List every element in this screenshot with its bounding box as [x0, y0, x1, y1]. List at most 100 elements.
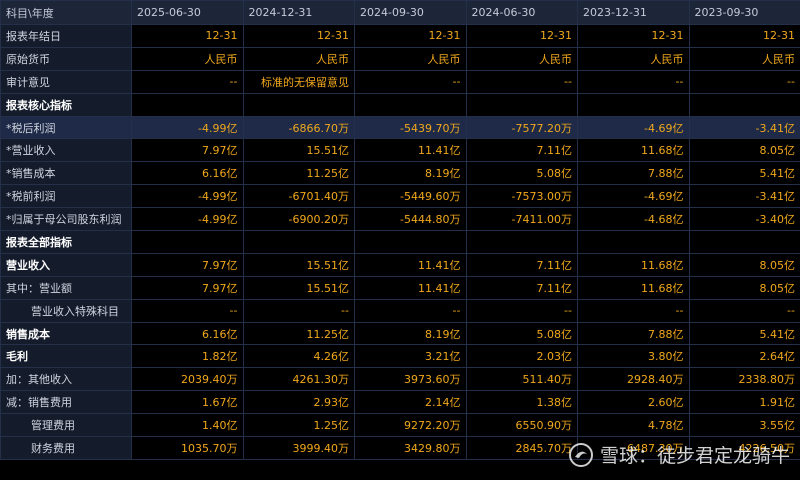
- row-label: 财务费用: [0, 436, 132, 460]
- cell-value: 7.11亿: [465, 138, 578, 163]
- cell-value: -5449.60万: [354, 184, 467, 209]
- table-row[interactable]: 财务费用 1035.70万 3999.40万 3429.80万 2845.70万 6487…: [0, 436, 800, 460]
- cell-value: [354, 230, 467, 254]
- cell-value: 8.05亿: [688, 252, 800, 277]
- cell-value: 5.08亿: [465, 161, 578, 186]
- table-row[interactable]: 毛利 1.82亿 4.26亿 3.21亿 2.03亿 3.80亿 2.64亿: [0, 344, 800, 369]
- cell-value: --: [465, 69, 578, 94]
- cell-value: [131, 92, 244, 117]
- cell-value: --: [354, 69, 467, 94]
- row-label: 报表年结日: [0, 24, 132, 48]
- cell-value: 1.67亿: [131, 390, 244, 415]
- cell-value: 12-31: [688, 24, 800, 48]
- cell-value: 3973.60万: [354, 367, 467, 392]
- table-row[interactable]: 报表全部指标: [0, 230, 800, 254]
- table-row[interactable]: *归属于母公司股东利润 -4.99亿 -6900.20万 -5444.80万 -7411…: [0, 207, 800, 232]
- cell-value: 2039.40万: [131, 367, 244, 392]
- cell-value: --: [465, 298, 578, 323]
- cell-value: 11.41亿: [354, 252, 467, 277]
- cell-value: -3.41亿: [688, 184, 800, 209]
- table-row[interactable]: 营业收入特殊科目 -- -- -- -- -- --: [0, 298, 800, 323]
- table-row[interactable]: *销售成本 6.16亿 11.25亿 8.19亿 5.08亿 7.88亿 5.41亿: [0, 161, 800, 186]
- table-row[interactable]: 报表核心指标: [0, 92, 800, 117]
- table-row[interactable]: 审计意见 -- 标准的无保留意见 -- -- -- --: [0, 69, 800, 94]
- cell-value: [242, 230, 355, 254]
- cell-value: 2.60亿: [577, 390, 690, 415]
- cell-value: 7.97亿: [131, 252, 244, 277]
- period-header[interactable]: 2024-12-31: [242, 0, 355, 25]
- row-label: 报表核心指标: [0, 92, 132, 117]
- table-row[interactable]: 管理费用 1.40亿 1.25亿 9272.20万 6550.90万 4.78亿 3.55亿: [0, 413, 800, 438]
- cell-value: 2.03亿: [465, 344, 578, 369]
- period-header[interactable]: 2023-09-30: [688, 0, 800, 25]
- cell-value: --: [131, 298, 244, 323]
- cell-value: -5444.80万: [354, 207, 467, 232]
- cell-value: 11.41亿: [354, 138, 467, 163]
- row-label: 管理费用: [0, 413, 132, 438]
- table-row[interactable]: 营业收入 7.97亿 15.51亿 11.41亿 7.11亿 11.68亿 8.05亿: [0, 252, 800, 277]
- cell-value: 人民币: [242, 46, 355, 71]
- cell-value: [242, 92, 355, 117]
- cell-value: [577, 230, 690, 254]
- cell-value: 2.93亿: [242, 390, 355, 415]
- cell-value: 15.51亿: [242, 252, 355, 277]
- cell-value: 4.78亿: [577, 413, 690, 438]
- cell-value: 5.41亿: [688, 321, 800, 346]
- cell-value: [465, 92, 578, 117]
- cell-value: 2928.40万: [577, 367, 690, 392]
- table-row[interactable]: 报表年结日 12-31 12-31 12-31 12-31 12-31 12-31: [0, 24, 800, 48]
- period-header[interactable]: 2023-12-31: [577, 0, 690, 25]
- cell-value: -4.99亿: [131, 207, 244, 232]
- cell-value: -7573.00万: [465, 184, 578, 209]
- row-label: *营业收入: [0, 138, 132, 163]
- cell-value: 11.25亿: [242, 321, 355, 346]
- table-row[interactable]: 其中：营业额 7.97亿 15.51亿 11.41亿 7.11亿 11.68亿 8.05亿: [0, 275, 800, 300]
- cell-value: 标准的无保留意见: [242, 69, 355, 94]
- cell-value: 15.51亿: [242, 138, 355, 163]
- row-label: *税前利润: [0, 184, 132, 209]
- cell-value: 人民币: [131, 46, 244, 71]
- table-row[interactable]: *税后利润 -4.99亿 -6866.70万 -5439.70万 -7577.20万 -4…: [0, 115, 800, 140]
- cell-value: -4.99亿: [131, 184, 244, 209]
- cell-value: -7411.00万: [465, 207, 578, 232]
- period-header[interactable]: 2024-09-30: [354, 0, 467, 25]
- cell-value: -4.68亿: [577, 207, 690, 232]
- cell-value: 11.25亿: [242, 161, 355, 186]
- cell-value: 2.14亿: [354, 390, 467, 415]
- row-label: 原始货币: [0, 46, 132, 71]
- cell-value: --: [354, 298, 467, 323]
- cell-value: 12-31: [354, 24, 467, 48]
- table-row[interactable]: 减：销售费用 1.67亿 2.93亿 2.14亿 1.38亿 2.60亿 1.91亿: [0, 390, 800, 415]
- cell-value: 7.88亿: [577, 321, 690, 346]
- period-header[interactable]: 2025-06-30: [131, 0, 244, 25]
- cell-value: 11.68亿: [577, 252, 690, 277]
- cell-value: -6900.20万: [242, 207, 355, 232]
- table-row[interactable]: *营业收入 7.97亿 15.51亿 11.41亿 7.11亿 11.68亿 8.05亿: [0, 138, 800, 163]
- cell-value: 1.82亿: [131, 344, 244, 369]
- table-row[interactable]: *税前利润 -4.99亿 -6701.40万 -5449.60万 -7573.00万 -4…: [0, 184, 800, 209]
- cell-value: --: [577, 69, 690, 94]
- cell-value: 3999.40万: [242, 436, 355, 460]
- cell-value: 7.97亿: [131, 138, 244, 163]
- cell-value: 11.68亿: [577, 275, 690, 300]
- cell-value: 人民币: [354, 46, 467, 71]
- cell-value: 12-31: [242, 24, 355, 48]
- table-body: 报表年结日 12-31 12-31 12-31 12-31 12-31 12-31 原始货币人…: [0, 24, 800, 460]
- cell-value: 12-31: [577, 24, 690, 48]
- cell-value: 6550.90万: [465, 413, 578, 438]
- cell-value: -4.69亿: [577, 115, 690, 140]
- cell-value: 3.80亿: [577, 344, 690, 369]
- cell-value: 3.21亿: [354, 344, 467, 369]
- cell-value: [465, 230, 578, 254]
- table-row[interactable]: 加：其他收入 2039.40万 4261.30万 3973.60万 511.40万 292…: [0, 367, 800, 392]
- table-row[interactable]: 原始货币 人民币 人民币 人民币 人民币 人民币 人民币: [0, 46, 800, 71]
- period-header[interactable]: 2024-06-30: [465, 0, 578, 25]
- table-row[interactable]: 销售成本 6.16亿 11.25亿 8.19亿 5.08亿 7.88亿 5.41亿: [0, 321, 800, 346]
- cell-value: 6.16亿: [131, 321, 244, 346]
- cell-value: 7.11亿: [465, 252, 578, 277]
- cell-value: 9272.20万: [354, 413, 467, 438]
- cell-value: -3.41亿: [688, 115, 800, 140]
- row-label: *归属于母公司股东利润: [0, 207, 132, 232]
- cell-value: -7577.20万: [465, 115, 578, 140]
- cell-value: 11.41亿: [354, 275, 467, 300]
